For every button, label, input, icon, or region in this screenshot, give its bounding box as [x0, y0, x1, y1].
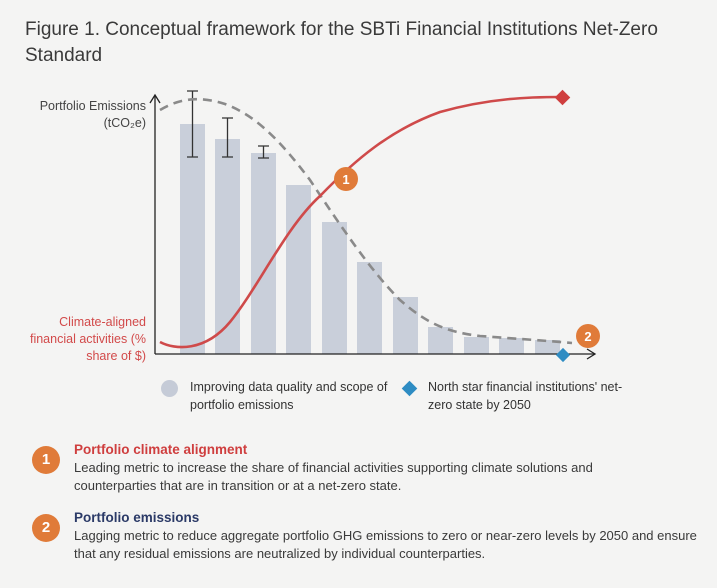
emission-bar [393, 297, 418, 354]
emission-bar [215, 139, 240, 354]
emission-bars [180, 124, 560, 354]
chart-badge-1 [334, 167, 358, 191]
axes [149, 93, 597, 360]
y-axis-arrow [149, 93, 161, 104]
emission-bar [499, 338, 524, 354]
note-heading: Portfolio emissions [74, 510, 200, 525]
emission-bar [428, 327, 453, 354]
legend-item-data-quality: Improving data quality and scope of port… [190, 378, 390, 414]
error-bar [258, 145, 269, 159]
emission-bar [251, 153, 276, 354]
error-bars [187, 90, 269, 159]
chart-badge-2 [576, 324, 600, 348]
legend-label-north-star: North star financial institutions' net-z… [428, 380, 623, 412]
legend-label-data-quality: Improving data quality and scope of port… [190, 380, 388, 412]
y-axis-label-emissions: Portfolio Emissions (tCO₂e) [10, 98, 146, 132]
note-heading: Portfolio climate alignment [74, 442, 248, 457]
emission-bar [535, 340, 560, 354]
emissions-trend-line [159, 97, 573, 345]
y-axis-label-alignment: Climate-aligned financial activities (% … [29, 315, 146, 363]
emission-bar [322, 222, 347, 354]
emission-bar [464, 337, 489, 354]
note-portfolio-climate-alignment: Portfolio climate alignment Leading metr… [74, 441, 674, 495]
legend-item-north-star: North star financial institutions' net-z… [428, 378, 633, 414]
conceptual-chart: 1 2 [149, 89, 600, 363]
alignment-curve [159, 95, 563, 349]
emission-bar [286, 185, 311, 354]
note-text: Leading metric to increase the share of … [74, 460, 593, 493]
figure-title: Figure 1. Conceptual framework for the S… [25, 19, 658, 66]
north-star-target-marker [554, 89, 571, 106]
emission-bar [180, 124, 205, 354]
note-badge-2: 2 [32, 514, 60, 542]
chart-badge-1-label: 1 [342, 172, 349, 187]
note-badge-1: 1 [32, 446, 60, 474]
legend-bar-swatch [161, 380, 178, 397]
chart-badge-2-label: 2 [584, 329, 591, 344]
y-axis-label-emissions-text: Portfolio Emissions (tCO₂e) [39, 99, 146, 130]
note-portfolio-emissions: Portfolio emissions Lagging metric to re… [74, 509, 699, 563]
x-axis-arrow [586, 348, 597, 360]
error-bar [222, 117, 233, 158]
net-zero-state-marker [555, 347, 571, 363]
error-bar [187, 90, 198, 158]
note-text: Lagging metric to reduce aggregate portf… [74, 528, 697, 561]
